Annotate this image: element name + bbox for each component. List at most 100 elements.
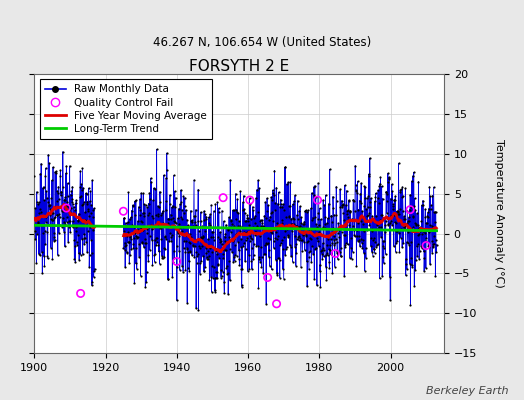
Point: [203, 256, 211, 262]
Point: [78, 236, 86, 242]
Point: [313, 224, 321, 231]
Point: [406, 206, 414, 213]
Point: [195, 236, 203, 242]
Point: [313, 282, 321, 288]
Point: [241, 240, 249, 247]
Point: [409, 214, 418, 220]
Point: [203, 243, 212, 249]
Point: [248, 266, 256, 272]
Point: [244, 218, 252, 224]
Point: [79, 201, 87, 207]
Point: [246, 233, 254, 240]
Point: [51, 168, 59, 175]
Point: [139, 226, 147, 233]
Point: [317, 232, 325, 239]
Point: [315, 268, 324, 275]
Point: [340, 232, 348, 238]
Point: [235, 218, 243, 224]
Point: [415, 231, 423, 237]
Point: [402, 239, 411, 245]
Point: [392, 220, 400, 226]
Point: [190, 212, 198, 219]
Point: [70, 203, 78, 210]
Point: [228, 238, 237, 244]
Point: [170, 255, 179, 262]
Point: [368, 252, 377, 259]
Point: [196, 270, 204, 277]
Point: [183, 246, 192, 252]
Point: [408, 264, 417, 270]
Point: [174, 221, 183, 228]
Point: [188, 252, 196, 258]
Point: [135, 240, 143, 247]
Point: [421, 206, 430, 212]
Point: [136, 196, 144, 202]
Point: [335, 226, 343, 232]
Point: [293, 222, 301, 229]
Point: [354, 220, 363, 226]
Point: [378, 273, 386, 279]
Point: [143, 204, 151, 211]
Point: [423, 214, 432, 220]
Point: [254, 177, 263, 184]
Point: [242, 246, 250, 252]
Point: [123, 250, 131, 256]
Point: [159, 220, 167, 226]
Point: [193, 253, 202, 259]
Point: [428, 192, 436, 199]
Point: [39, 222, 47, 228]
Point: [294, 234, 302, 240]
Point: [428, 249, 436, 256]
Point: [205, 276, 214, 283]
Point: [45, 222, 53, 228]
Point: [417, 242, 425, 249]
Point: [423, 212, 432, 219]
Point: [121, 246, 129, 253]
Point: [296, 222, 304, 229]
Point: [308, 190, 316, 196]
Point: [216, 236, 225, 242]
Point: [181, 267, 190, 274]
Point: [156, 198, 165, 205]
Point: [261, 250, 269, 257]
Point: [71, 200, 80, 206]
Point: [405, 214, 413, 220]
Point: [275, 256, 283, 263]
Point: [230, 207, 238, 213]
Point: [208, 249, 216, 255]
Point: [281, 227, 289, 234]
Point: [341, 182, 349, 188]
Point: [281, 252, 289, 258]
Point: [83, 228, 92, 234]
Point: [429, 184, 438, 190]
Point: [329, 225, 337, 231]
Point: [431, 208, 440, 215]
Point: [130, 234, 138, 241]
Point: [322, 277, 331, 283]
Point: [86, 224, 94, 230]
Point: [184, 258, 193, 264]
Point: [407, 204, 416, 210]
Point: [360, 203, 368, 209]
Point: [287, 216, 296, 222]
Point: [216, 238, 224, 245]
Point: [286, 242, 294, 248]
Point: [264, 202, 272, 208]
Point: [259, 229, 267, 235]
Point: [267, 266, 276, 272]
Point: [282, 246, 290, 252]
Point: [254, 243, 262, 249]
Point: [272, 184, 280, 191]
Point: [145, 223, 154, 230]
Point: [345, 197, 353, 204]
Point: [356, 243, 364, 250]
Legend: Raw Monthly Data, Quality Control Fail, Five Year Moving Average, Long-Term Tren: Raw Monthly Data, Quality Control Fail, …: [39, 79, 212, 139]
Point: [51, 237, 59, 244]
Point: [177, 199, 185, 205]
Point: [70, 236, 78, 243]
Y-axis label: Temperature Anomaly (°C): Temperature Anomaly (°C): [494, 139, 504, 288]
Point: [132, 245, 140, 251]
Point: [377, 212, 386, 218]
Point: [174, 228, 182, 235]
Point: [358, 237, 367, 244]
